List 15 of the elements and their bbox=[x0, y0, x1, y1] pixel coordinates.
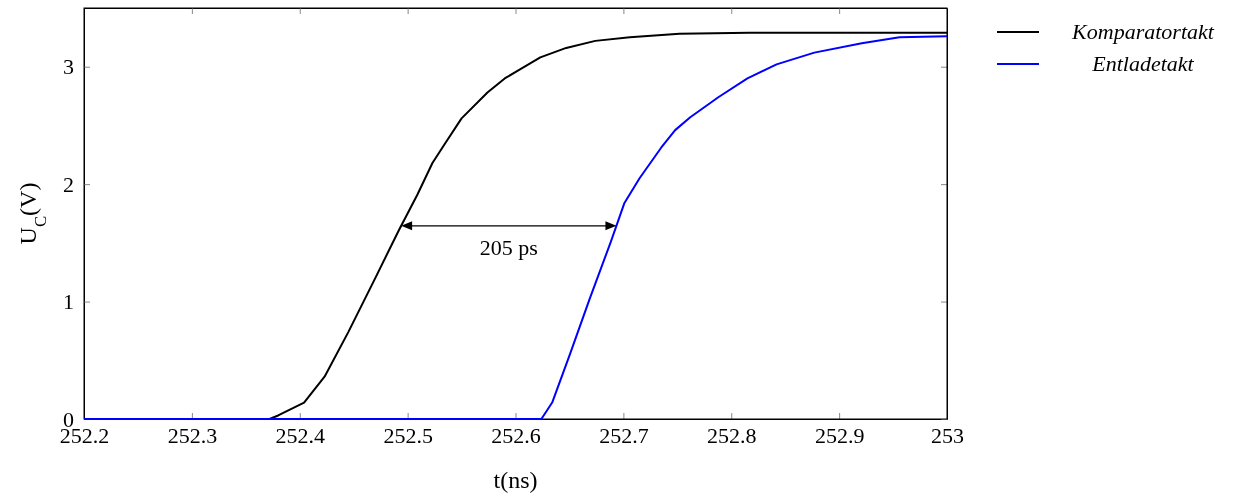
y-tick-label: 3 bbox=[63, 54, 74, 80]
x-tick-label: 253 bbox=[931, 422, 964, 448]
annotation: 205 ps bbox=[479, 234, 538, 260]
text: Entladetakt bbox=[1091, 51, 1195, 76]
y-tick-label: 1 bbox=[63, 289, 74, 315]
x-tick-label: 252.3 bbox=[167, 422, 218, 448]
x-tick-label: 252.9 bbox=[814, 422, 865, 448]
x-tick-label: 252.5 bbox=[383, 422, 433, 448]
legend-label: Komparatortakt bbox=[1071, 19, 1215, 44]
y-tick-label: 2 bbox=[63, 171, 74, 197]
x-tick-label: 252.4 bbox=[275, 422, 325, 448]
x-tick-label: 252.6 bbox=[491, 422, 541, 448]
x-axis-title: t(ns) bbox=[493, 467, 538, 493]
x-tick-label: 252.8 bbox=[707, 422, 757, 448]
x-tick-label: 252.7 bbox=[599, 422, 649, 448]
